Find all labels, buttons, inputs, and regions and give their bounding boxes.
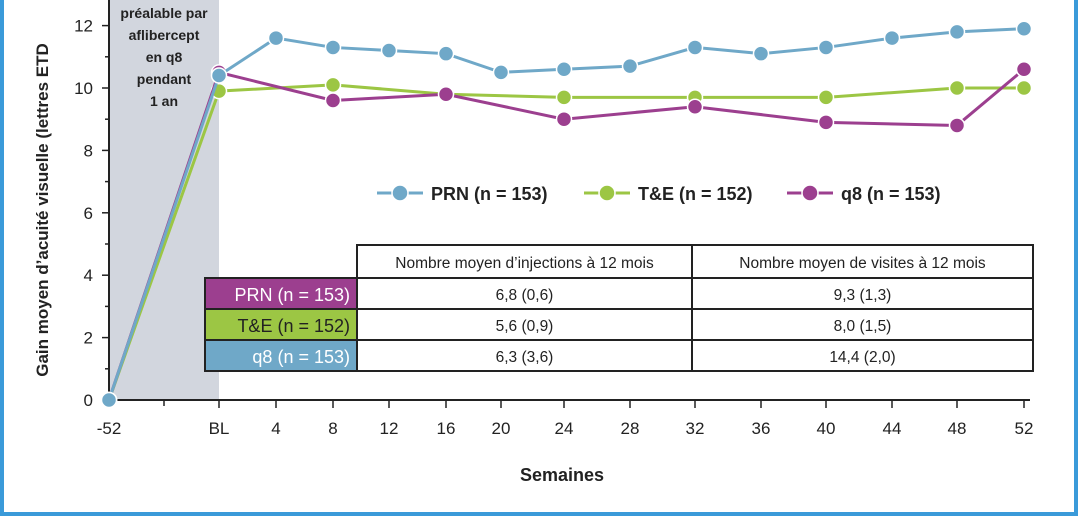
data-point <box>948 79 966 97</box>
table-row-label: q8 (n = 153) <box>252 347 350 367</box>
data-point <box>1015 79 1033 97</box>
x-tick-label: 24 <box>555 419 574 438</box>
data-point <box>380 42 398 59</box>
x-tick-label: 12 <box>380 419 399 438</box>
data-point <box>1015 20 1033 37</box>
frame-bottom-border <box>0 512 1078 516</box>
data-point <box>267 29 285 47</box>
table-cell: 6,8 (0,6) <box>496 287 554 304</box>
shaded-note: préalable par aflibercept en q8 pendant … <box>120 5 208 109</box>
data-point <box>555 89 573 106</box>
shaded-note-line: 1 an <box>150 93 178 109</box>
results-table: Nombre moyen d’injections à 12 mois Nombr… <box>204 244 1034 372</box>
table-header-row <box>356 244 1034 279</box>
legend-label: T&E (n = 152) <box>638 184 753 204</box>
shaded-note-line: pendant <box>137 71 192 87</box>
x-tick-label: 20 <box>492 419 511 438</box>
series-group <box>100 20 1033 409</box>
y-tick-label: 8 <box>84 141 93 160</box>
data-point <box>883 29 901 47</box>
table-column-header: Nombre moyen d’injections à 12 mois <box>395 255 654 272</box>
x-tick-label: 16 <box>437 419 456 438</box>
table-row <box>356 339 1034 372</box>
y-tick-label: 0 <box>84 391 93 410</box>
data-point <box>100 391 118 409</box>
x-tick-label: 48 <box>948 419 967 438</box>
data-point <box>437 45 455 62</box>
y-tick-label: 12 <box>74 17 93 36</box>
x-tick-label: 28 <box>621 419 640 438</box>
y-tick-label: 4 <box>84 266 93 285</box>
x-axis-label: Semaines <box>520 465 604 485</box>
table-column-header: Nombre moyen de visites à 12 mois <box>739 255 986 272</box>
data-point <box>324 39 342 56</box>
data-point <box>686 39 704 56</box>
legend-swatch-marker <box>801 184 819 202</box>
table-cell: 14,4 (2,0) <box>829 349 895 366</box>
data-point <box>817 39 835 56</box>
shaded-note-line: en q8 <box>146 49 183 65</box>
data-point <box>1015 61 1033 78</box>
y-tick-label: 2 <box>84 329 93 348</box>
x-tick-label: 40 <box>817 419 836 438</box>
x-tick-label: 8 <box>328 419 337 438</box>
legend-label: PRN (n = 153) <box>431 184 548 204</box>
data-point <box>686 98 704 115</box>
table-row <box>356 308 1034 341</box>
legend-swatch-marker <box>391 184 409 202</box>
data-point <box>752 45 770 62</box>
data-point <box>817 114 835 131</box>
table-row <box>356 277 1034 310</box>
data-point <box>948 117 966 134</box>
table-cell: 6,3 (3,6) <box>496 349 554 366</box>
x-tick-label: 32 <box>686 419 705 438</box>
y-tick-label: 6 <box>84 204 93 223</box>
table-row-label: T&E (n = 152) <box>237 316 350 336</box>
x-tick-label: 36 <box>752 419 771 438</box>
data-point <box>621 57 639 75</box>
data-point <box>437 85 455 103</box>
x-tick-label: 52 <box>1015 419 1034 438</box>
data-point <box>948 23 966 41</box>
pretreatment-shaded-region <box>109 0 219 400</box>
frame-right-border <box>1074 0 1078 516</box>
data-point <box>324 92 342 109</box>
x-tick-label: 44 <box>883 419 902 438</box>
x-tick-label: BL <box>209 419 230 438</box>
shaded-note-line: aflibercept <box>129 27 200 43</box>
data-point <box>555 110 573 128</box>
data-point <box>817 89 835 106</box>
legend-swatch-marker <box>598 184 616 202</box>
table-cell: 9,3 (1,3) <box>834 287 892 304</box>
table-cell: 5,6 (0,9) <box>496 318 554 335</box>
data-point <box>210 67 228 84</box>
x-tick-label: 4 <box>271 419 280 438</box>
x-tick-label: -52 <box>97 419 122 438</box>
shaded-note-line: préalable par <box>120 5 208 21</box>
y-axis-label: Gain moyen d’acuité visuelle (lettres ET… <box>33 43 52 377</box>
frame-left-border <box>0 0 4 516</box>
legend-label: q8 (n = 153) <box>841 184 941 204</box>
data-point <box>324 76 342 94</box>
data-point <box>555 61 573 78</box>
table-row-label: PRN (n = 153) <box>234 285 350 305</box>
legend: PRN (n = 153) T&E (n = 152) q8 (n = 153) <box>377 184 941 204</box>
data-point <box>492 64 510 81</box>
y-tick-label: 10 <box>74 79 93 98</box>
table-cell: 8,0 (1,5) <box>834 318 892 335</box>
